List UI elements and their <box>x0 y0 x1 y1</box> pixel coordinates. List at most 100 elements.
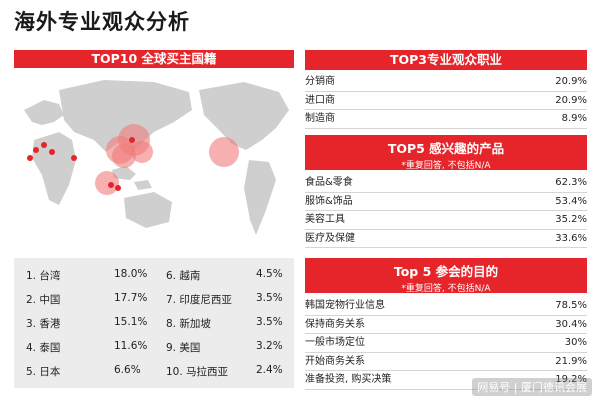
rank-label: 3. 香港 <box>26 318 61 330</box>
top3-header: TOP3专业观众职业 <box>305 50 587 70</box>
list-item: 分销商 20.9% <box>305 73 587 92</box>
list-item: 进口商 20.9% <box>305 92 587 110</box>
top5-products-header: TOP5 感兴趣的产品 *重复回答, 不包括N/A <box>305 135 587 171</box>
top10-header-label: TOP10 全球买主国籍 <box>91 51 217 66</box>
top5-products-list: 食品&零食 62.3% 服饰&饰品 53.4% 美容工具 35.2% 医疗及保健 33.… <box>305 174 587 248</box>
top5-products-note: *重复回答, 不包括N/A <box>401 161 491 171</box>
north-america-shape <box>199 82 289 150</box>
item-value: 8.9% <box>561 113 587 124</box>
item-value: 33.6% <box>555 232 587 244</box>
top10-header: TOP10 全球买主国籍 <box>14 50 294 68</box>
rank-label: 4. 泰国 <box>26 342 61 354</box>
indonesia-shape <box>112 166 136 180</box>
rank-row: 10. 马拉西亚 <box>166 364 228 379</box>
rank-value-text: 6.6% <box>114 364 141 376</box>
rank-label: 10. 马拉西亚 <box>166 366 229 378</box>
africa-shape <box>32 132 76 205</box>
item-label: 一般市场定位 <box>305 337 365 348</box>
rank-label: 7. 印度尼西亚 <box>166 294 232 306</box>
item-label: 准备投资, 购买决策 <box>305 374 392 385</box>
item-value: 20.9% <box>555 76 587 87</box>
item-value: 62.3% <box>555 177 587 188</box>
south-america-shape <box>244 160 276 235</box>
list-item: 医疗及保健 33.6% <box>305 230 587 248</box>
rank-value-text: 3.5% <box>256 292 283 304</box>
rank-row: 2. 中国 <box>26 292 60 307</box>
islands-shape <box>134 180 152 190</box>
rank-row: 4. 泰国 <box>26 340 60 355</box>
rank-value-text: 15.1% <box>114 316 148 328</box>
rank-label: 9. 美国 <box>166 342 201 354</box>
bubble-japan <box>131 141 153 163</box>
item-value: 78.5% <box>555 300 587 311</box>
list-item: 服饰&饰品 53.4% <box>305 193 587 211</box>
item-value: 21.9% <box>555 355 587 367</box>
list-item: 食品&零食 62.3% <box>305 174 587 193</box>
rank-value-text: 2.4% <box>256 364 283 376</box>
item-value: 30% <box>564 337 587 348</box>
rank-label: 1. 台湾 <box>26 270 61 282</box>
item-value: 30.4% <box>555 318 587 330</box>
bubble-usa <box>209 137 239 167</box>
top5-purpose-header-label: Top 5 参会的目的 <box>393 264 499 279</box>
bubble-thailand <box>95 171 119 195</box>
item-label: 美容工具 <box>305 214 345 225</box>
rank-value: 17.7% <box>114 292 147 304</box>
australia-shape <box>124 192 172 228</box>
rank-value-text: 18.0% <box>114 268 148 280</box>
top10-ranking-table: 1. 台湾 18.0% 2. 中国 17.7% 3. 香港 15.1% 4. 泰… <box>14 258 294 388</box>
list-item: 美容工具 35.2% <box>305 211 587 230</box>
top3-list: 分销商 20.9% 进口商 20.9% 制造商 8.9% <box>305 73 587 129</box>
rank-value: 6.6% <box>114 364 141 376</box>
rank-row: 6. 越南 <box>166 268 200 283</box>
dot-8 <box>129 137 135 143</box>
dot-5 <box>71 155 77 161</box>
rank-value-text: 4.5% <box>256 268 283 280</box>
dot-3 <box>49 149 55 155</box>
bubble-hongkong <box>112 144 136 168</box>
rank-value-text: 3.2% <box>256 340 283 352</box>
list-item: 准备投资, 购买决策 19.2% <box>305 371 587 390</box>
rank-value: 18.0% <box>114 268 147 280</box>
item-value: 19.2% <box>555 374 587 385</box>
rank-value-text: 17.7% <box>114 292 148 304</box>
list-item: 一般市场定位 30% <box>305 334 587 353</box>
dot-7 <box>115 185 121 191</box>
europe-shape <box>24 100 64 125</box>
rank-label: 2. 中国 <box>26 294 61 306</box>
watermark: 网易号 | 厦门德讯会展 <box>472 378 592 396</box>
dot-2 <box>41 142 47 148</box>
dot-6 <box>108 182 114 188</box>
item-label: 分销商 <box>305 76 335 87</box>
list-item: 开始商务关系 21.9% <box>305 353 587 371</box>
top5-products-header-label: TOP5 感兴趣的产品 <box>387 141 505 156</box>
item-label: 开始商务关系 <box>305 355 365 367</box>
rank-value-text: 11.6% <box>114 340 148 352</box>
item-value: 35.2% <box>555 214 587 225</box>
rank-value: 3.5% <box>256 316 283 328</box>
rank-row: 7. 印度尼西亚 <box>166 292 232 307</box>
item-label: 保持商务关系 <box>305 318 365 330</box>
rank-label: 6. 越南 <box>166 270 201 282</box>
dot-1 <box>33 147 39 153</box>
item-label: 服饰&饰品 <box>305 195 353 207</box>
top5-purpose-list: 韩国宠物行业信息 78.5% 保持商务关系 30.4% 一般市场定位 30% 开始商务… <box>305 297 587 390</box>
item-label: 韩国宠物行业信息 <box>305 300 385 311</box>
list-item: 韩国宠物行业信息 78.5% <box>305 297 587 316</box>
rank-row: 8. 新加坡 <box>166 316 211 331</box>
rank-label: 8. 新加坡 <box>166 318 211 330</box>
rank-value: 11.6% <box>114 340 147 352</box>
rank-row: 9. 美国 <box>166 340 200 355</box>
list-item: 制造商 8.9% <box>305 110 587 129</box>
dot-4 <box>27 155 33 161</box>
rank-value: 4.5% <box>256 268 283 280</box>
rank-label: 5. 日本 <box>26 366 61 378</box>
world-map <box>14 70 294 253</box>
item-value: 53.4% <box>555 195 587 207</box>
item-label: 医疗及保健 <box>305 232 355 244</box>
rank-value: 3.5% <box>256 292 283 304</box>
top5-purpose-note: *重复回答, 不包括N/A <box>401 284 491 294</box>
item-label: 食品&零食 <box>305 177 353 188</box>
item-label: 进口商 <box>305 94 335 106</box>
world-map-graphic <box>24 80 289 235</box>
